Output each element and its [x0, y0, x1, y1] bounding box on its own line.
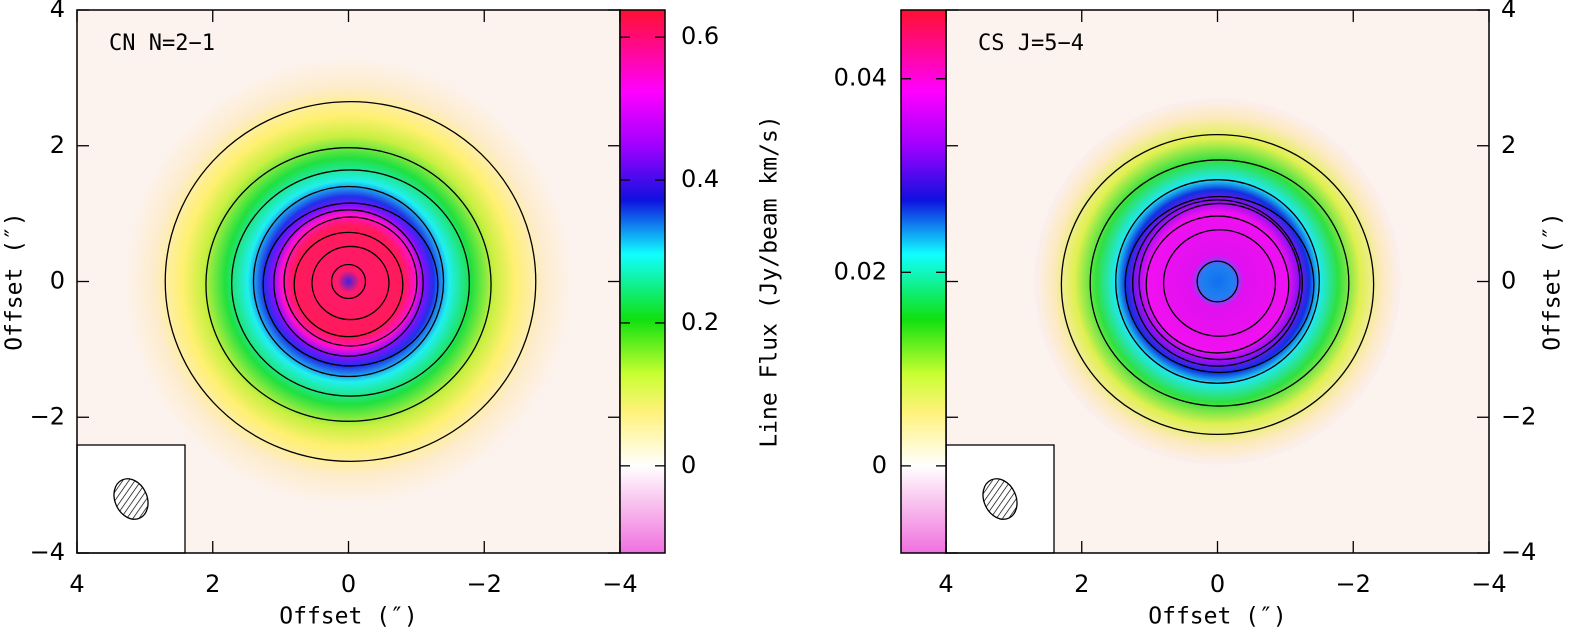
map-emission [1034, 98, 1401, 465]
beam [982, 478, 1018, 520]
contour [1162, 229, 1277, 337]
contour [1060, 133, 1375, 436]
map-emission [124, 57, 573, 506]
x-tick-label: 2 [1074, 570, 1089, 598]
colorbar-tick-label: 0.6 [681, 22, 719, 50]
beam [113, 478, 149, 520]
contour [283, 216, 418, 347]
contour [1115, 179, 1320, 384]
x-tick-label: −4 [1471, 570, 1506, 598]
colorbar-tick-label: 0.2 [681, 308, 719, 336]
x-tick-label: −2 [1336, 570, 1371, 598]
contour [1138, 202, 1301, 361]
contour [1196, 260, 1239, 303]
y-tick-label: −4 [1501, 538, 1536, 566]
contour [330, 263, 367, 300]
panel-title: CN N=2−1 [109, 31, 215, 56]
x-tick-label: 4 [69, 570, 84, 598]
colorbar-label: Line Flux (Jy/beam km/s) [757, 115, 783, 447]
y-tick-label: 2 [50, 131, 65, 159]
x-tick-label: 0 [341, 570, 356, 598]
x-tick-label: 4 [938, 570, 953, 598]
y-tick-label: 4 [50, 0, 65, 23]
y-tick-label: −2 [30, 402, 65, 430]
x-axis-title: Offset (″) [1148, 604, 1286, 630]
x-axis-title: Offset (″) [279, 604, 417, 630]
y-axis-title: Offset (″) [2, 212, 28, 350]
colorbar-tick-label: 0.04 [834, 64, 887, 92]
colorbar-tick-label: 0 [681, 451, 696, 479]
x-tick-label: −4 [602, 570, 637, 598]
y-axis-title: Offset (″) [1540, 212, 1566, 350]
contour [311, 245, 390, 321]
y-tick-label: −4 [30, 538, 65, 566]
colorbar [619, 9, 666, 554]
panel-title: CS J=5−4 [978, 31, 1084, 56]
colorbar [900, 9, 947, 554]
contour [205, 147, 492, 422]
x-tick-label: 0 [1210, 570, 1225, 598]
y-tick-label: 0 [50, 267, 65, 295]
colorbar-tick-label: 0 [872, 451, 887, 479]
contour [1132, 199, 1303, 367]
contour [231, 169, 470, 397]
y-tick-label: 0 [1501, 267, 1516, 295]
contour [164, 100, 537, 463]
y-tick-label: 4 [1501, 0, 1516, 23]
contour [252, 185, 445, 378]
contour [262, 202, 439, 367]
contour [1124, 195, 1315, 374]
x-tick-label: 2 [205, 570, 220, 598]
x-tick-label: −2 [467, 570, 502, 598]
colorbar-tick-label: 0.4 [681, 165, 719, 193]
y-tick-label: 2 [1501, 131, 1516, 159]
contour [1145, 215, 1290, 354]
contour [273, 209, 424, 357]
colorbar-tick-label: 0.02 [834, 257, 887, 285]
y-tick-label: −2 [1501, 402, 1536, 430]
contour [293, 231, 404, 338]
contour [1089, 159, 1350, 407]
